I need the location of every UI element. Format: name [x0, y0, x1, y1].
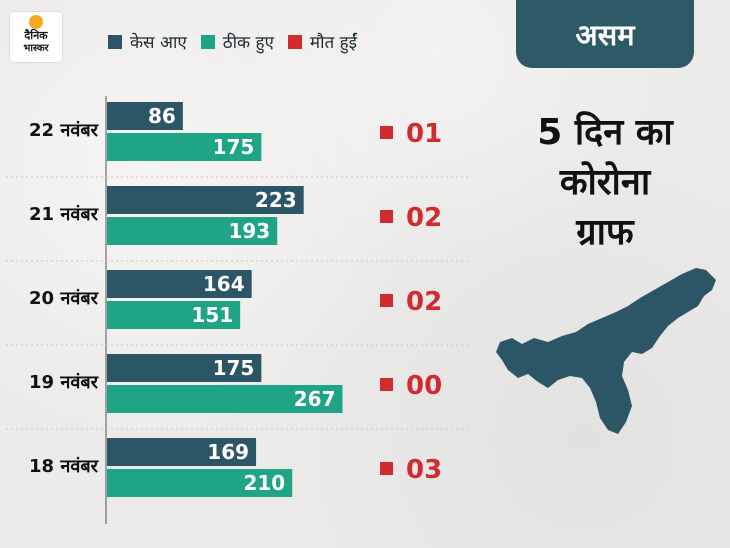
- data-label-cases: 223: [255, 188, 297, 212]
- dainik-bhaskar-logo: दैनिक भास्कर: [10, 12, 62, 62]
- data-label-cases: 175: [213, 356, 255, 380]
- bar-cases: [107, 438, 257, 466]
- bar-cases: [107, 270, 252, 298]
- data-label-cases: 86: [148, 104, 176, 128]
- deaths-marker: [380, 210, 393, 223]
- bar-recovered: [107, 385, 343, 413]
- deaths-marker: [380, 378, 393, 391]
- chart-legend: केस आए ठीक हुए मौत हुईं: [108, 30, 357, 53]
- data-label-deaths: 01: [406, 119, 442, 149]
- bar-recovered: [107, 133, 262, 161]
- deaths-marker: [380, 462, 393, 475]
- panel-heading: 5 दिन का कोरोना ग्राफ: [520, 108, 690, 258]
- data-label-recovered: 151: [191, 303, 233, 327]
- deaths-marker: [380, 126, 393, 139]
- legend-item-cases: केस आए: [108, 30, 187, 53]
- category-label: 22 नवंबर: [29, 120, 99, 141]
- data-label-recovered: 193: [228, 219, 270, 243]
- bar-recovered: [107, 301, 241, 329]
- category-label: 18 नवंबर: [29, 456, 99, 477]
- legend-label-cases: केस आए: [130, 33, 187, 53]
- legend-swatch-deaths: [287, 34, 302, 49]
- data-label-cases: 169: [207, 440, 249, 464]
- data-label-recovered: 267: [294, 387, 336, 411]
- heading-line-2: कोरोना: [559, 162, 651, 203]
- deaths-marker: [380, 294, 393, 307]
- logo-line-2: भास्कर: [23, 43, 49, 54]
- legend-swatch-cases: [108, 34, 122, 49]
- bar-cases: [107, 102, 183, 130]
- data-label-deaths: 02: [406, 203, 442, 233]
- legend-item-recovered: ठीक हुए: [200, 30, 274, 53]
- sun-icon: [29, 15, 43, 29]
- heading-line-3: ग्राफ: [576, 212, 634, 253]
- data-label-deaths: 00: [406, 371, 442, 401]
- data-label-recovered: 210: [243, 471, 285, 495]
- bar-cases: [107, 354, 262, 382]
- category-label: 20 नवंबर: [29, 288, 99, 309]
- state-title-tab: असम: [516, 0, 694, 68]
- legend-label-recovered: ठीक हुए: [222, 33, 274, 53]
- data-label-recovered: 175: [213, 135, 255, 159]
- data-label-deaths: 03: [406, 455, 442, 485]
- category-label: 21 नवंबर: [29, 204, 99, 225]
- data-label-deaths: 02: [406, 287, 442, 317]
- heading-line-1: 5 दिन का: [537, 112, 673, 153]
- legend-swatch-recovered: [200, 34, 215, 49]
- logo-line-1: दैनिक: [24, 29, 48, 42]
- bar-recovered: [107, 469, 293, 497]
- bar-recovered: [107, 217, 278, 245]
- legend-item-deaths: मौत हुईं: [287, 30, 357, 53]
- category-label: 19 नवंबर: [29, 372, 99, 393]
- bar-cases: [107, 186, 304, 214]
- data-label-cases: 164: [203, 272, 245, 296]
- legend-label-deaths: मौत हुईं: [309, 33, 357, 53]
- assam-map-icon: [496, 268, 716, 434]
